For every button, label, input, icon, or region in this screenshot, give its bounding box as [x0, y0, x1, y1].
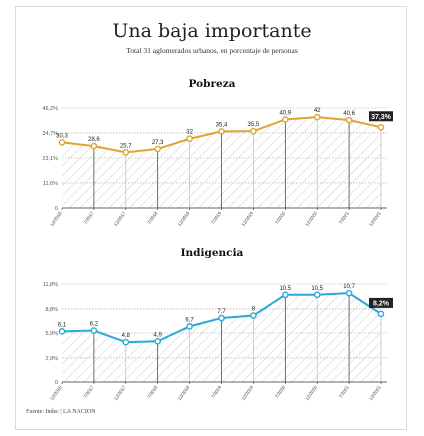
- source-note: Fuente: Indec | LA NACION: [26, 409, 96, 415]
- x-tick-label: 7/2017: [83, 384, 95, 399]
- x-tick-label: 7/2018: [146, 384, 158, 399]
- data-label: 42: [314, 108, 321, 114]
- data-point: [58, 328, 66, 335]
- data-label: 25,7: [120, 143, 132, 149]
- x-tick-label: 12/2016: [49, 384, 63, 401]
- data-label: 7,7: [217, 309, 226, 315]
- x-tick-label: 7/2019: [210, 384, 222, 399]
- y-tick-label: 0: [55, 206, 58, 212]
- data-label: 35,5: [248, 122, 260, 128]
- x-tick-label: 7/2021: [338, 384, 350, 399]
- data-label: 10,5: [311, 286, 323, 292]
- data-point: [122, 338, 130, 346]
- data-point: [90, 327, 98, 334]
- data-point: [377, 310, 385, 318]
- data-point: [58, 139, 66, 146]
- data-point: [90, 142, 98, 150]
- x-tick-label: 12/2020: [304, 384, 318, 401]
- y-tick-label: 34,7%: [42, 131, 58, 137]
- data-point: [281, 116, 289, 123]
- data-point: [186, 135, 193, 143]
- data-label: 27,3: [152, 140, 164, 146]
- y-tick-label: 2,9%: [45, 356, 58, 362]
- page-title: Una baja importante: [112, 20, 312, 42]
- y-tick-label: 46,2%: [42, 106, 58, 112]
- data-point: [250, 312, 257, 319]
- data-point: [154, 145, 161, 153]
- data-point: [250, 127, 257, 135]
- chart-title-indigencia: Indigencia: [180, 247, 244, 259]
- data-point: [377, 123, 385, 131]
- data-point: [218, 128, 225, 135]
- y-tick-label: 11,8%: [43, 282, 58, 288]
- data-point: [345, 116, 353, 124]
- x-tick-label: 12/2017: [113, 384, 127, 401]
- y-tick-label: 23,1%: [42, 156, 58, 162]
- data-point: [186, 323, 193, 330]
- data-label: 40,6: [343, 111, 355, 117]
- data-label: 8: [252, 307, 256, 313]
- data-label: 4,8: [122, 333, 131, 339]
- x-tick-label: 12/2019: [241, 384, 255, 401]
- data-point: [154, 338, 161, 345]
- data-label: 6,1: [58, 322, 67, 328]
- chart-title-pobreza: Pobreza: [188, 78, 236, 90]
- highlight-label-bg: [369, 297, 393, 308]
- data-point: [122, 149, 130, 156]
- x-tick-label: 7/2020: [274, 384, 286, 399]
- x-tick-label: 12/2021: [368, 384, 382, 401]
- x-tick-label: 12/2018: [177, 384, 191, 401]
- data-label: 4,9: [154, 332, 163, 338]
- y-tick-label: 0: [55, 380, 58, 386]
- y-tick-label: 11,6%: [43, 181, 58, 187]
- data-point: [313, 113, 321, 121]
- data-label: 37,3%: [371, 114, 392, 121]
- data-point: [345, 289, 353, 297]
- data-label: 10,5: [279, 286, 291, 292]
- data-label: 6,7: [185, 317, 194, 323]
- data-point: [281, 291, 289, 299]
- data-label: 28,6: [88, 137, 100, 143]
- y-tick-label: 5,9%: [45, 331, 58, 337]
- data-point: [313, 291, 321, 299]
- data-label: 35,4: [216, 122, 228, 128]
- page-subtitle: Total 31 aglomerados urbanos, en porcent…: [126, 46, 298, 55]
- data-label: 40,9: [279, 110, 291, 116]
- highlight-label-bg: [369, 111, 393, 122]
- data-label: 30,3: [56, 133, 68, 139]
- y-tick-label: 8,8%: [45, 307, 58, 313]
- data-label: 32: [186, 130, 193, 136]
- data-label: 6,2: [90, 322, 99, 328]
- data-label: 10,7: [343, 284, 355, 290]
- data-label: 8,2%: [373, 300, 390, 307]
- data-point: [218, 314, 225, 322]
